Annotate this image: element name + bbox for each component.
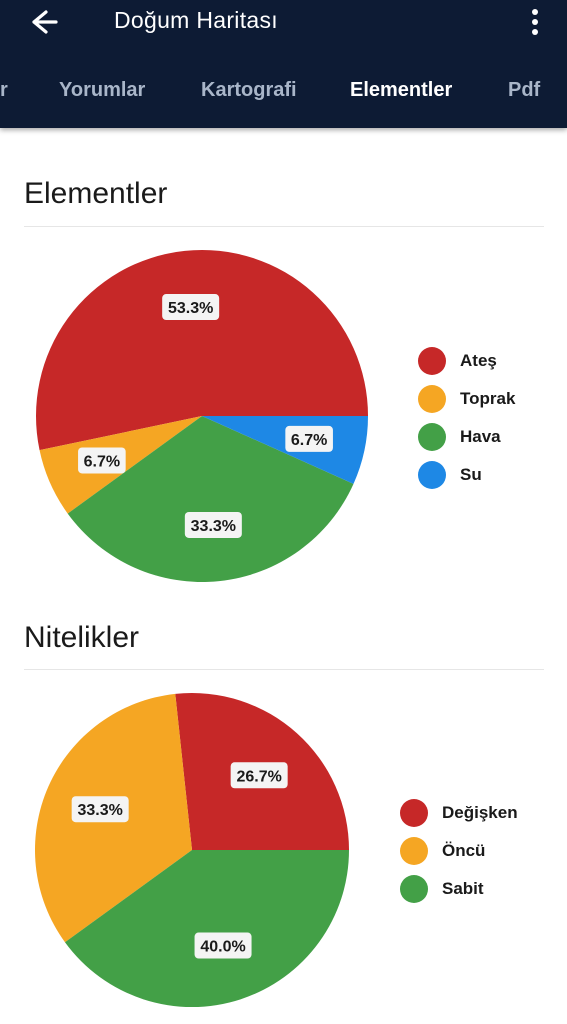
legend-item-ates[interactable]: Ateş [418,342,515,380]
tab-previous[interactable]: r [0,79,8,101]
legend-color-swatch [400,799,428,827]
svg-text:40.0%: 40.0% [200,939,245,956]
legend-color-swatch [418,461,446,489]
legend-item-su[interactable]: Su [418,456,515,494]
legend-label: Ateş [460,351,497,370]
legend-color-swatch [418,347,446,375]
slice-percent-label-sabit: 40.0% [194,932,252,959]
app-bar: Doğum Haritası r Yorumlar Kartografi Ele… [0,0,567,128]
slice-percent-label-oncu: 33.3% [71,796,129,823]
legend-color-swatch [418,423,446,451]
legend-label: Değişken [442,803,518,822]
legend-item-toprak[interactable]: Toprak [418,380,515,418]
legend-item-hava[interactable]: Hava [418,418,515,456]
qualities-pie-chart: 26.7% 33.3% 40.0% [34,693,350,1007]
elements-pie-chart: 53.3% 6.7% 33.3% 6.7% [35,249,368,582]
slice-percent-label-su: 6.7% [285,425,333,452]
slice-percent-label-hava: 33.3% [184,511,242,538]
qualities-section-title: Nitelikler [24,621,140,654]
legend-item-degisken[interactable]: Değişken [400,794,518,832]
svg-text:53.3%: 53.3% [168,300,213,317]
elements-section-title: Elementler [24,177,168,210]
slice-percent-label-degisken: 26.7% [230,762,288,789]
more-vertical-icon [532,9,538,35]
tab-bar: r Yorumlar Kartografi Elementler Pdf [0,74,567,106]
pie-slice-ates[interactable] [35,249,368,451]
svg-text:6.7%: 6.7% [291,432,327,449]
legend-label: Sabit [442,879,484,898]
svg-text:26.7%: 26.7% [236,768,281,785]
legend-color-swatch [400,837,428,865]
legend-label: Hava [460,427,501,446]
more-menu-button[interactable] [525,6,545,38]
tab-yorumlar[interactable]: Yorumlar [59,79,146,101]
divider [24,226,544,227]
svg-text:33.3%: 33.3% [191,518,236,535]
legend-label: Su [460,465,482,484]
back-button[interactable] [22,8,66,36]
legend-color-swatch [400,875,428,903]
legend-label: Toprak [460,389,516,408]
legend-color-swatch [418,385,446,413]
slice-percent-label-ates: 53.3% [162,294,220,321]
elements-legend: Ateş Toprak Hava Su [418,342,515,494]
legend-label: Öncü [442,841,486,860]
tab-pdf[interactable]: Pdf [508,79,541,101]
divider [24,669,544,670]
pie-slice-hava[interactable] [67,416,354,582]
legend-item-sabit[interactable]: Sabit [400,870,518,908]
legend-item-oncu[interactable]: Öncü [400,832,518,870]
svg-text:33.3%: 33.3% [77,802,122,819]
slice-percent-label-toprak: 6.7% [78,447,126,474]
pie-slice-sabit[interactable] [64,850,350,1007]
qualities-legend: Değişken Öncü Sabit [400,794,518,908]
app-title: Doğum Haritası [114,7,278,33]
tab-elementler[interactable]: Elementler [350,79,453,101]
tab-kartografi[interactable]: Kartografi [201,79,297,101]
svg-text:6.7%: 6.7% [84,453,120,470]
arrow-left-icon [32,10,58,34]
